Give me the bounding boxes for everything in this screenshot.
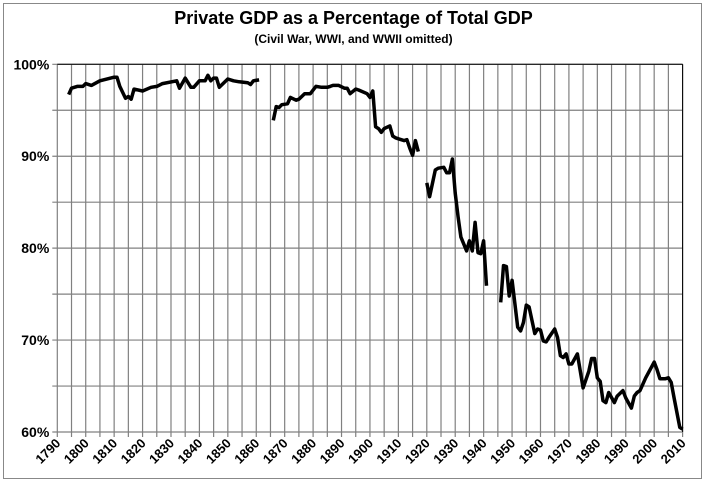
y-tick-label: 60% (21, 424, 50, 440)
data-line-segment (425, 157, 489, 286)
x-tick-label: 1990 (601, 436, 632, 467)
x-tick-label: 1890 (317, 436, 348, 467)
x-tick-label: 2000 (629, 436, 660, 467)
x-tick-label: 1830 (146, 436, 177, 467)
y-tick-label: 70% (21, 332, 50, 348)
x-tick-label: 1800 (61, 436, 92, 467)
x-tick-label: 1860 (231, 436, 262, 467)
x-tick-label: 1930 (430, 436, 461, 467)
x-tick-label: 1900 (345, 436, 376, 467)
x-tick-label: 2010 (658, 436, 689, 467)
data-line-segment (498, 263, 684, 431)
x-tick-label: 1970 (544, 436, 575, 467)
x-tick-label: 1950 (487, 436, 518, 467)
chart-frame (3, 3, 702, 479)
chart-subtitle: (Civil War, WWI, and WWII omitted) (254, 32, 453, 46)
y-tick-label: 100% (13, 56, 49, 72)
x-tick-label: 1840 (174, 436, 205, 467)
x-tick-label: 1910 (373, 436, 404, 467)
y-tick-label: 80% (21, 240, 50, 256)
x-tick-label: 1940 (459, 436, 490, 467)
chart-title: Private GDP as a Percentage of Total GDP (174, 8, 533, 28)
x-tick-label: 1920 (402, 436, 433, 467)
data-line-segment (271, 83, 420, 158)
x-tick-label: 1820 (118, 436, 149, 467)
x-tick-label: 1850 (203, 436, 234, 467)
x-tick-label: 1870 (260, 436, 291, 467)
y-tick-label: 90% (21, 148, 50, 164)
x-tick-label: 1880 (288, 436, 319, 467)
data-line-segment (67, 73, 260, 101)
x-tick-label: 1980 (572, 436, 603, 467)
x-tick-label: 1960 (516, 436, 547, 467)
x-tick-label: 1810 (89, 436, 120, 467)
x-tick-label: 1790 (32, 436, 63, 467)
